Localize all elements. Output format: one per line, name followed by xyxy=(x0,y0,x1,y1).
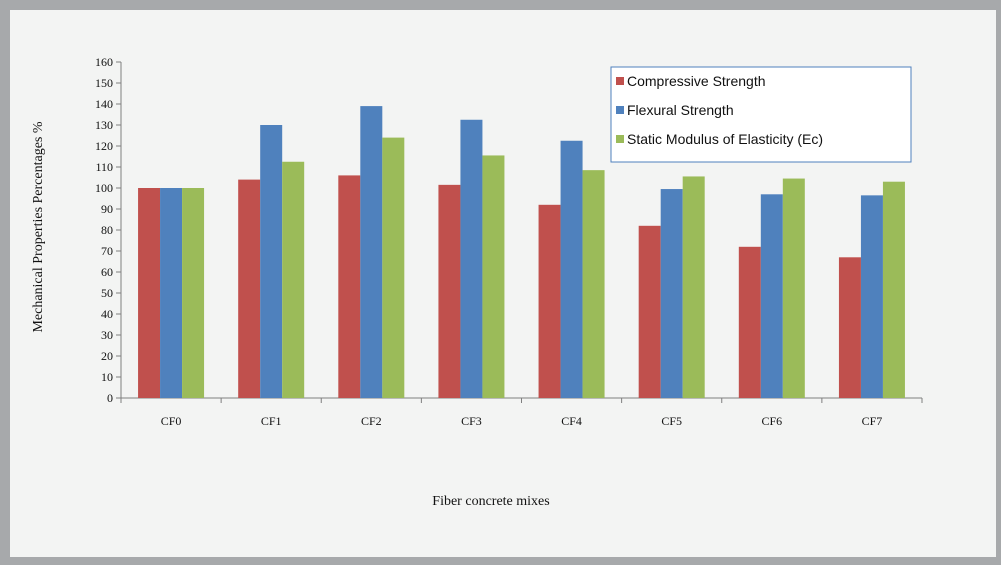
x-tick-label: CF2 xyxy=(361,414,382,428)
x-tick-label: CF6 xyxy=(761,414,782,428)
y-tick-label: 70 xyxy=(101,244,113,258)
y-tick-label: 120 xyxy=(95,139,113,153)
bar-flexural-strength-cf4 xyxy=(560,140,583,398)
y-tick-label: 60 xyxy=(101,265,113,279)
bar-compressive-strength-cf7 xyxy=(838,257,861,398)
bar-static-modulus-of-elasticity-ec-cf6 xyxy=(782,178,805,398)
y-tick-label: 150 xyxy=(95,76,113,90)
bar-chart: 0 10 20 30 40 50 60 70 80 90 100 110 120 130 140 150 160… xyxy=(31,55,923,509)
y-axis-title: Mechanical Properties Percentages % xyxy=(31,121,46,332)
bar-compressive-strength-cf5 xyxy=(638,225,661,398)
x-tick-label: CF0 xyxy=(161,414,182,428)
y-tick-label: 130 xyxy=(95,118,113,132)
bar-flexural-strength-cf6 xyxy=(760,194,783,398)
legend-box xyxy=(610,66,912,163)
x-axis-title: Fiber concrete mixes xyxy=(432,494,549,509)
y-tick-label: 10 xyxy=(101,370,113,384)
bar-static-modulus-of-elasticity-ec-cf1 xyxy=(282,161,305,398)
chart-frame: 0 10 20 30 40 50 60 70 80 90 100 110 120 130 140 150 160… xyxy=(10,10,996,557)
x-tick-label: CF4 xyxy=(561,414,582,428)
bar-flexural-strength-cf0 xyxy=(160,188,183,398)
y-tick-label: 40 xyxy=(101,307,113,321)
bar-static-modulus-of-elasticity-ec-cf4 xyxy=(582,170,605,398)
y-tick-label: 100 xyxy=(95,181,113,195)
legend-swatch xyxy=(616,77,624,85)
bar-static-modulus-of-elasticity-ec-cf2 xyxy=(382,137,405,398)
y-tick-label: 0 xyxy=(107,391,113,405)
legend-swatch xyxy=(616,135,624,143)
y-tick-label: 140 xyxy=(95,97,113,111)
y-axis: 0 10 20 30 40 50 60 70 80 90 100 110 120 130 140 150 160 xyxy=(95,55,122,405)
y-tick-label: 80 xyxy=(101,223,113,237)
legend-label: Static Modulus of Elasticity (Ec) xyxy=(627,131,823,147)
bar-compressive-strength-cf4 xyxy=(538,204,561,398)
legend-swatch xyxy=(616,106,624,114)
y-tick-label: 20 xyxy=(101,349,113,363)
bar-compressive-strength-cf2 xyxy=(338,175,361,398)
x-axis: CF0 CF1 CF2 CF3 CF4 CF5 CF6 CF7 xyxy=(120,397,923,428)
bar-flexural-strength-cf1 xyxy=(260,125,283,398)
bar-compressive-strength-cf1 xyxy=(238,179,261,398)
x-tick-label: CF7 xyxy=(862,414,883,428)
bars xyxy=(138,106,905,398)
bar-compressive-strength-cf0 xyxy=(138,188,161,398)
y-tick-label: 90 xyxy=(101,202,113,216)
bar-static-modulus-of-elasticity-ec-cf3 xyxy=(482,155,505,398)
bar-flexural-strength-cf3 xyxy=(460,119,483,398)
legend: Compressive Strength Flexural Strength Sta… xyxy=(610,66,912,163)
x-tick-label: CF3 xyxy=(461,414,482,428)
x-tick-label: CF1 xyxy=(261,414,282,428)
y-tick-label: 50 xyxy=(101,286,113,300)
bar-static-modulus-of-elasticity-ec-cf0 xyxy=(182,188,205,398)
bar-static-modulus-of-elasticity-ec-cf5 xyxy=(682,176,705,398)
legend-label: Compressive Strength xyxy=(627,73,766,89)
bar-flexural-strength-cf7 xyxy=(860,195,883,398)
y-tick-label: 160 xyxy=(95,55,113,69)
bar-compressive-strength-cf6 xyxy=(738,246,761,398)
y-tick-label: 110 xyxy=(95,160,113,174)
y-tick-label: 30 xyxy=(101,328,113,342)
legend-label: Flexural Strength xyxy=(627,102,734,118)
bar-flexural-strength-cf2 xyxy=(360,106,383,398)
bar-static-modulus-of-elasticity-ec-cf7 xyxy=(882,181,905,398)
x-tick-label: CF5 xyxy=(661,414,682,428)
bar-compressive-strength-cf3 xyxy=(438,184,461,398)
bar-flexural-strength-cf5 xyxy=(660,189,683,398)
